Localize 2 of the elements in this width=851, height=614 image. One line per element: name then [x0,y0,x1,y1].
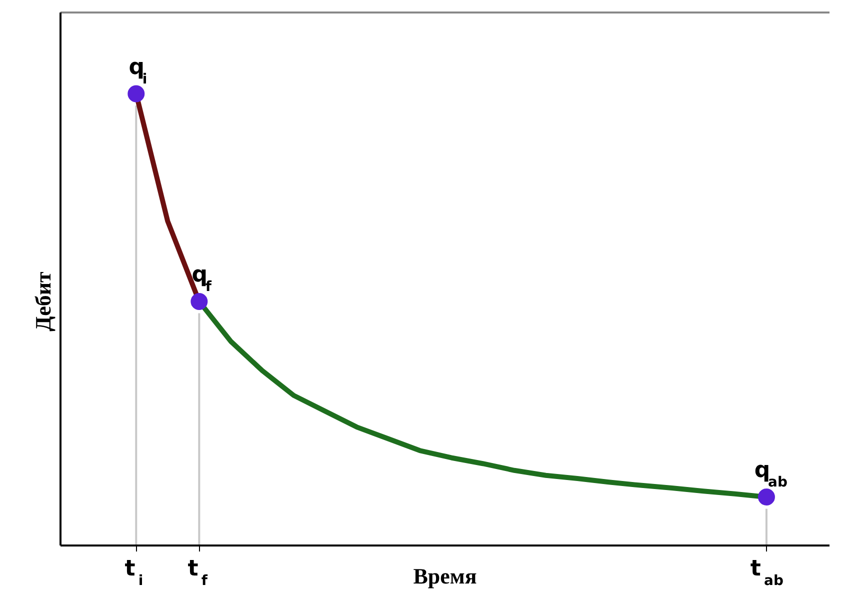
y-axis-title: Дебит [30,271,56,332]
x-axis-title: Время [413,564,477,588]
